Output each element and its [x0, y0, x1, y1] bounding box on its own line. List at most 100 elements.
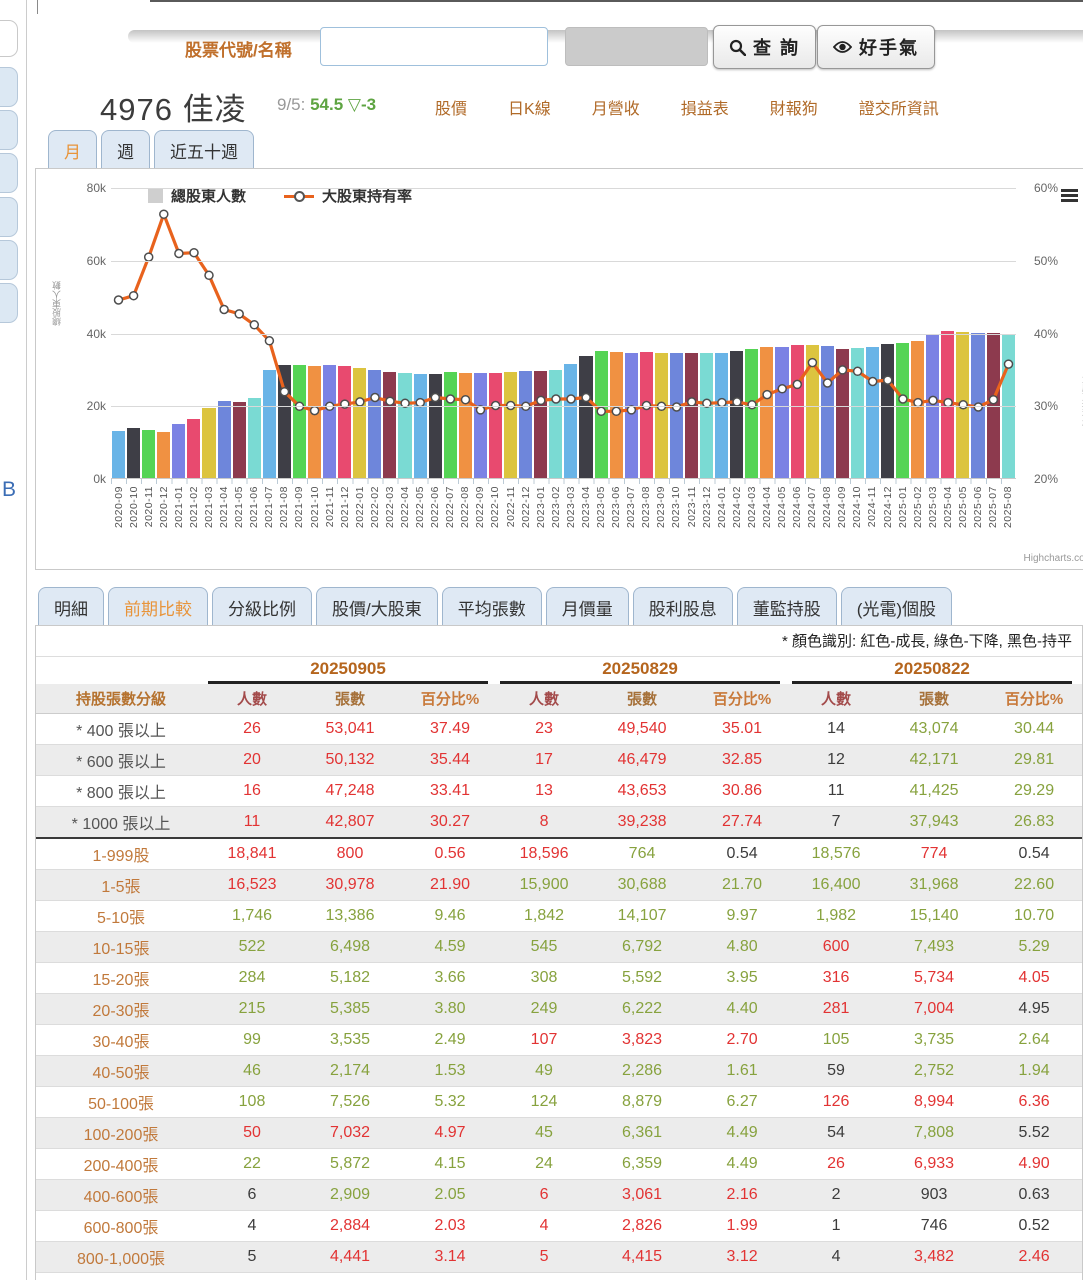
- cell-value: 30,978: [298, 869, 402, 901]
- x-axis-label: 2023-01: [534, 486, 547, 529]
- x-axis-label: 2020-11: [142, 486, 155, 528]
- x-axis-label: 2022-08: [459, 486, 472, 529]
- cell-value: 10.70: [986, 900, 1083, 932]
- cell-value: 0.52: [986, 1210, 1083, 1242]
- stock-link-3[interactable]: 損益表: [680, 101, 729, 118]
- top-border-line: [150, 0, 1083, 2]
- x-axis-label: 2023-07: [625, 486, 638, 529]
- chart-tab-2[interactable]: 近五十週: [154, 130, 254, 169]
- stock-link-5[interactable]: 證交所資訊: [858, 101, 939, 118]
- row-label: 50-100張: [36, 1086, 206, 1118]
- cell-value: 12: [790, 744, 883, 776]
- stock-search-input[interactable]: [320, 27, 548, 66]
- table-tab-2[interactable]: 分級比例: [212, 587, 312, 626]
- header-percent: 百分比%: [402, 684, 499, 714]
- chart-tab-0[interactable]: 月: [48, 130, 97, 169]
- cell-value: 22.60: [986, 869, 1083, 901]
- cell-value: 6,361: [590, 1117, 695, 1149]
- bar-2024-09: [835, 348, 849, 478]
- cell-value: 5: [498, 1241, 591, 1273]
- x-axis-label: 2021-09: [293, 486, 306, 529]
- cell-value: 4.95: [986, 993, 1083, 1025]
- table-tab-7[interactable]: 董監持股: [736, 587, 837, 626]
- bar-2022-12: [519, 371, 533, 478]
- x-axis-label: 2024-09: [836, 486, 849, 529]
- cell-value: 4.80: [694, 931, 791, 963]
- x-axis-label: 2021-04: [218, 486, 231, 529]
- cell-value: 6,359: [590, 1148, 695, 1180]
- cell-value: 15,140: [882, 900, 987, 932]
- line-marker-2021-02: [189, 247, 199, 258]
- table-tab-4[interactable]: 平均張數: [441, 587, 542, 626]
- legend-item-holding-rate[interactable]: 大股東持有率: [284, 185, 412, 206]
- row-label: 30-40張: [36, 1024, 206, 1056]
- table-row: 50-100張 108 7,526 5.32 124 8,879 6.27 126 8,994 6…: [36, 1086, 1083, 1118]
- line-marker-2021-07: [264, 336, 275, 346]
- cell-value: 6,222: [590, 993, 695, 1025]
- legend-item-shareholders[interactable]: 總股東人數: [148, 185, 246, 206]
- lucky-button-label: 好手氣: [859, 38, 919, 58]
- x-axis-labels: 2020-09 2020-10 2020-11 2020-12 2021-01 2021-…: [111, 486, 1016, 562]
- line-marker-2020-10: [128, 290, 139, 301]
- x-axis-label: 2024-04: [760, 486, 773, 529]
- line-marker-2024-04: [762, 389, 772, 400]
- sidebar-button-clipped[interactable]: [0, 240, 18, 280]
- table-tab-8[interactable]: (光電)個股: [840, 587, 953, 626]
- cell-value: 9.46: [402, 900, 499, 932]
- line-marker-2024-12: [883, 375, 893, 385]
- stock-link-2[interactable]: 月營收: [591, 101, 640, 118]
- line-marker-2021-05: [234, 309, 244, 319]
- chart-tab-1[interactable]: 週: [101, 130, 150, 169]
- stock-link-1[interactable]: 日K線: [508, 101, 551, 118]
- cell-value: 53,041: [298, 713, 402, 745]
- chart-menu-icon[interactable]: [1061, 189, 1078, 202]
- sidebar-button-clipped[interactable]: [0, 110, 18, 150]
- x-axis-label: 2024-11: [866, 486, 879, 528]
- right-axis-tick: 40%: [1034, 326, 1059, 341]
- query-button-label: 查 詢: [753, 38, 801, 58]
- sidebar-button-clipped[interactable]: [0, 283, 18, 323]
- line-marker-2021-10: [309, 405, 320, 416]
- bar-2020-12: [157, 431, 171, 478]
- table-tab-3[interactable]: 股價/大股東: [316, 587, 438, 626]
- x-axis-label: 2020-10: [127, 486, 140, 529]
- cell-value: 49,540: [590, 713, 695, 745]
- sidebar-button-clipped[interactable]: [0, 20, 18, 57]
- table-row: 1-999股 18,841 800 0.56 18,596 764 0.54 18,576 77…: [36, 838, 1083, 870]
- line-marker-2022-01: [355, 397, 365, 407]
- cell-value: 107: [498, 1024, 591, 1056]
- line-marker-2023-01: [536, 395, 546, 406]
- stock-link-4[interactable]: 財報狗: [769, 101, 818, 118]
- table-tab-6[interactable]: 股利股息: [632, 587, 733, 626]
- x-axis-label: 2024-08: [821, 486, 834, 529]
- query-button[interactable]: 查 詢: [713, 25, 817, 69]
- sidebar-button-clipped[interactable]: [0, 153, 18, 193]
- table-tab-0[interactable]: 明細: [38, 587, 104, 626]
- highcharts-credit[interactable]: Highcharts.com: [1023, 553, 1083, 564]
- x-axis-label: 2022-03: [383, 486, 396, 529]
- top-divider-tick: [37, 0, 38, 14]
- table-tab-5[interactable]: 月價量: [545, 587, 629, 626]
- cell-value: 2.64: [986, 1024, 1083, 1056]
- x-axis-label: 2021-12: [338, 486, 351, 529]
- x-axis-label: 2022-10: [489, 486, 502, 529]
- table-tab-1[interactable]: 前期比較: [108, 587, 208, 626]
- cell-value: 308: [498, 962, 591, 994]
- cell-value: 6.36: [986, 1086, 1083, 1118]
- x-axis-label: 2025-02: [911, 486, 924, 529]
- sidebar-button-clipped[interactable]: [0, 197, 18, 237]
- line-marker-2021-03: [204, 270, 214, 281]
- x-axis-label: 2024-01: [715, 486, 728, 529]
- stock-link-0[interactable]: 股價: [435, 101, 468, 118]
- lucky-button[interactable]: 好手氣: [817, 25, 935, 69]
- x-axis-ticks: [111, 479, 1016, 484]
- gridline: [111, 261, 1016, 262]
- report-date-1: 20250829: [498, 657, 790, 684]
- sidebar-button-clipped[interactable]: [0, 67, 18, 107]
- bar-2021-01: [172, 424, 186, 478]
- cell-value: 2,884: [298, 1210, 402, 1242]
- line-marker-2021-01: [174, 248, 184, 259]
- cell-value: 46: [206, 1055, 298, 1087]
- cell-value: 2.16: [694, 1179, 791, 1211]
- cell-value: 3.80: [402, 993, 499, 1025]
